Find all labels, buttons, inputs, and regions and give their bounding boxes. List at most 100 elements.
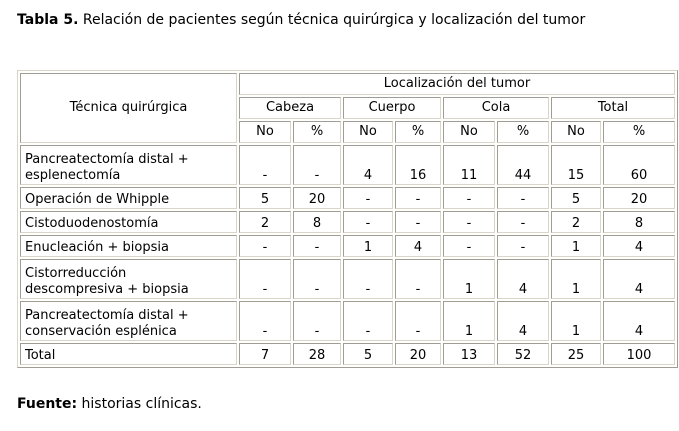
table-cell: 44 bbox=[497, 145, 549, 185]
group-cabeza: Cabeza bbox=[239, 97, 341, 119]
table-row: Cistorreducción descompresiva + biopsia - -… bbox=[20, 259, 675, 299]
table-cell: 16 bbox=[395, 145, 441, 185]
row-label-line: Total bbox=[25, 348, 56, 363]
table-cell: 5 bbox=[551, 187, 601, 209]
table-cell: 100 bbox=[603, 343, 675, 365]
table-cell: 52 bbox=[497, 343, 549, 365]
group-cola: Cola bbox=[443, 97, 549, 119]
table-cell: 15 bbox=[551, 145, 601, 185]
table-cell: 7 bbox=[239, 343, 291, 365]
row-label-line: Pancreatectomía distal + bbox=[25, 152, 189, 167]
table-row: Enucleación + biopsia - -1 4- -1 4 bbox=[20, 235, 675, 257]
table-cell: - bbox=[343, 187, 393, 209]
table-cell: 1 bbox=[343, 235, 393, 257]
subheader: No bbox=[343, 121, 393, 143]
table-cell: - bbox=[497, 187, 549, 209]
table-cell: - bbox=[497, 211, 549, 233]
row-header: Técnica quirúrgica bbox=[20, 73, 237, 143]
table-cell: 20 bbox=[293, 187, 341, 209]
table-cell: 5 bbox=[239, 187, 291, 209]
row-label-line: Enucleación + biopsia bbox=[25, 240, 169, 255]
group-total: Total bbox=[551, 97, 675, 119]
table-cell: 8 bbox=[293, 211, 341, 233]
table-row: Pancreatectomía distal + conservación esp… bbox=[20, 301, 675, 341]
table-cell: - bbox=[293, 259, 341, 299]
subheader: % bbox=[497, 121, 549, 143]
table-cell: 4 bbox=[603, 235, 675, 257]
table-cell: - bbox=[293, 235, 341, 257]
source-note: Fuente: historias clínicas. bbox=[17, 396, 202, 412]
table-cell: - bbox=[395, 259, 441, 299]
table-cell: 25 bbox=[551, 343, 601, 365]
row-label-line: esplenectomía bbox=[25, 168, 121, 183]
table-cell: - bbox=[293, 301, 341, 341]
row-label-line: conservación esplénica bbox=[25, 324, 177, 339]
row-label: Cistoduodenostomía bbox=[20, 211, 237, 233]
table-cell: 2 bbox=[239, 211, 291, 233]
source-text: historias clínicas. bbox=[77, 396, 202, 412]
table-cell: - bbox=[239, 235, 291, 257]
table-cell: 20 bbox=[395, 343, 441, 365]
caption-text: Relación de pacientes según técnica quir… bbox=[78, 12, 586, 28]
group-header: Localización del tumor bbox=[239, 73, 675, 95]
data-table: Técnica quirúrgica Localización del tumo… bbox=[17, 70, 678, 368]
table-cell: - bbox=[343, 259, 393, 299]
table-cell: 4 bbox=[497, 259, 549, 299]
row-label: Total bbox=[20, 343, 237, 365]
row-label-line: Cistoduodenostomía bbox=[25, 216, 159, 231]
subheader: No bbox=[443, 121, 495, 143]
table-cell: - bbox=[443, 211, 495, 233]
table-cell: 1 bbox=[443, 301, 495, 341]
row-label: Pancreatectomía distal + conservación esp… bbox=[20, 301, 237, 341]
subheader: % bbox=[603, 121, 675, 143]
row-label: Operación de Whipple bbox=[20, 187, 237, 209]
subheader: % bbox=[293, 121, 341, 143]
table-cell: - bbox=[395, 187, 441, 209]
table-cell: 60 bbox=[603, 145, 675, 185]
group-cuerpo: Cuerpo bbox=[343, 97, 441, 119]
table-cell: 20 bbox=[603, 187, 675, 209]
subheader: No bbox=[551, 121, 601, 143]
subheader: No bbox=[239, 121, 291, 143]
source-label: Fuente: bbox=[17, 396, 78, 412]
table-row: Pancreatectomía distal + esplenectomía - -4… bbox=[20, 145, 675, 185]
table-cell: - bbox=[343, 211, 393, 233]
table-cell: 4 bbox=[603, 259, 675, 299]
table-cell: - bbox=[395, 211, 441, 233]
table-cell: - bbox=[497, 235, 549, 257]
table-cell: 4 bbox=[395, 235, 441, 257]
table-cell: - bbox=[239, 145, 291, 185]
row-label: Enucleación + biopsia bbox=[20, 235, 237, 257]
table-cell: 1 bbox=[551, 259, 601, 299]
row-label-line: Pancreatectomía distal + bbox=[25, 308, 189, 323]
table-cell: 8 bbox=[603, 211, 675, 233]
table-cell: - bbox=[293, 145, 341, 185]
table-cell: 2 bbox=[551, 211, 601, 233]
table-cell: - bbox=[443, 235, 495, 257]
table-cell: 1 bbox=[551, 301, 601, 341]
row-label: Pancreatectomía distal + esplenectomía bbox=[20, 145, 237, 185]
row-label-line: Cistorreducción bbox=[25, 266, 127, 281]
table-row: Total 7 28 5 20 13 52 25 100 bbox=[20, 343, 675, 365]
table-cell: 4 bbox=[603, 301, 675, 341]
table-cell: 1 bbox=[443, 259, 495, 299]
table-row: Cistoduodenostomía 2 8- - - -2 8 bbox=[20, 211, 675, 233]
table-caption: Tabla 5. Relación de pacientes según téc… bbox=[17, 12, 637, 29]
table-row: Operación de Whipple 5 20- - - -5 20 bbox=[20, 187, 675, 209]
table-cell: 5 bbox=[343, 343, 393, 365]
table-cell: - bbox=[239, 259, 291, 299]
table-cell: - bbox=[239, 301, 291, 341]
table-cell: - bbox=[343, 301, 393, 341]
caption-label: Tabla 5. bbox=[17, 12, 79, 28]
table-cell: 13 bbox=[443, 343, 495, 365]
table-cell: 4 bbox=[343, 145, 393, 185]
table-cell: - bbox=[443, 187, 495, 209]
subheader: % bbox=[395, 121, 441, 143]
table-cell: 4 bbox=[497, 301, 549, 341]
row-label-line: descompresiva + biopsia bbox=[25, 282, 189, 297]
row-label: Cistorreducción descompresiva + biopsia bbox=[20, 259, 237, 299]
table-cell: 1 bbox=[551, 235, 601, 257]
table-cell: - bbox=[395, 301, 441, 341]
row-label-line: Operación de Whipple bbox=[25, 192, 170, 207]
table-cell: 28 bbox=[293, 343, 341, 365]
